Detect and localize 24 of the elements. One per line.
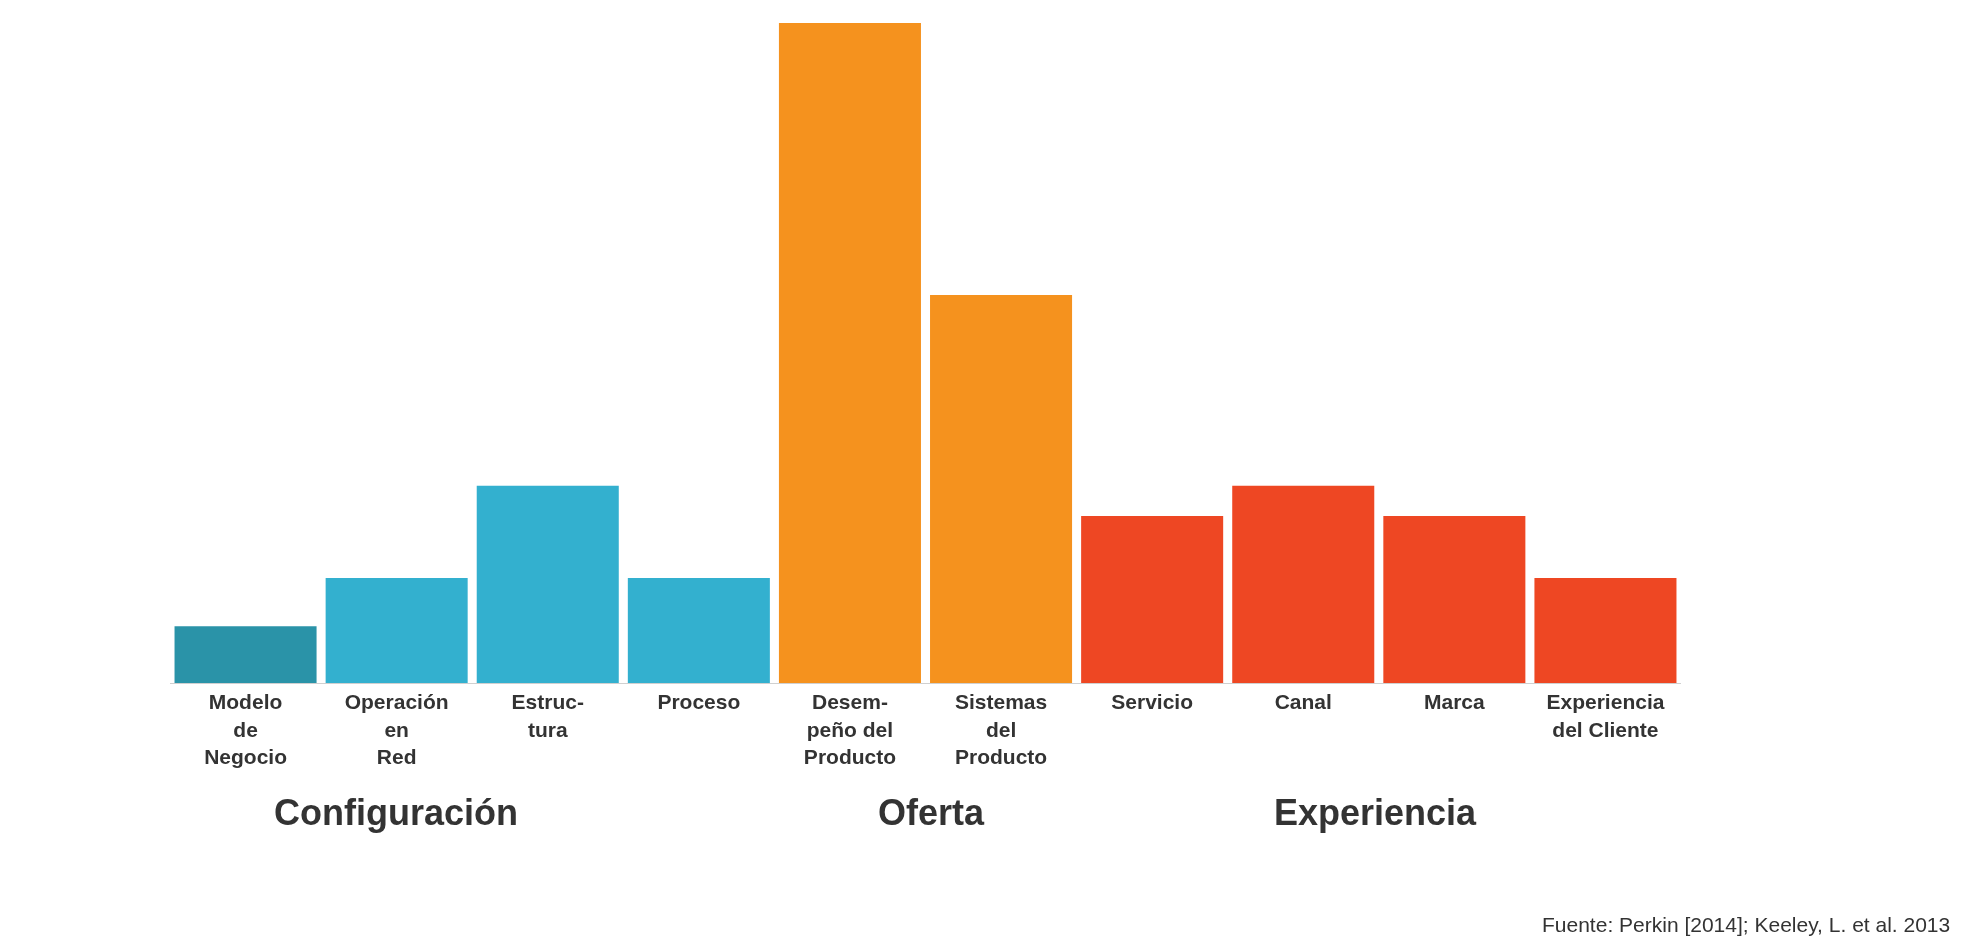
text: Configuración: [274, 792, 518, 833]
x-tick-label: Desem- peño del Producto: [803, 690, 897, 768]
x-tick-label: Servicio: [1111, 690, 1194, 714]
bar: [1232, 485, 1375, 683]
bar: [476, 485, 619, 683]
x-tick-label: Operación en Red: [344, 690, 449, 768]
bar: [930, 294, 1073, 683]
x-tick-label: Estruc- tura: [511, 690, 584, 741]
x-tick-label: Sistemas del Producto: [954, 690, 1048, 768]
bar: [627, 578, 770, 683]
x-tick-label: Experiencia del Cliente: [1546, 690, 1665, 741]
source-note: Fuente: Perkin [2014]; Keeley, L. et al. 2013: [1542, 913, 1951, 936]
x-tick-label: Modelo de Negocio: [204, 690, 287, 768]
text: Experiencia: [1274, 792, 1478, 833]
bar: [1534, 578, 1677, 683]
bar: [1081, 516, 1224, 683]
bar: [325, 578, 468, 683]
bar: [1383, 516, 1526, 683]
bar: [778, 23, 921, 683]
text: Oferta: [878, 792, 986, 833]
x-tick-label: Proceso: [657, 690, 741, 714]
x-tick-label: Canal: [1274, 690, 1332, 714]
x-tick-label: Marca: [1424, 690, 1486, 714]
bar: [174, 626, 317, 683]
